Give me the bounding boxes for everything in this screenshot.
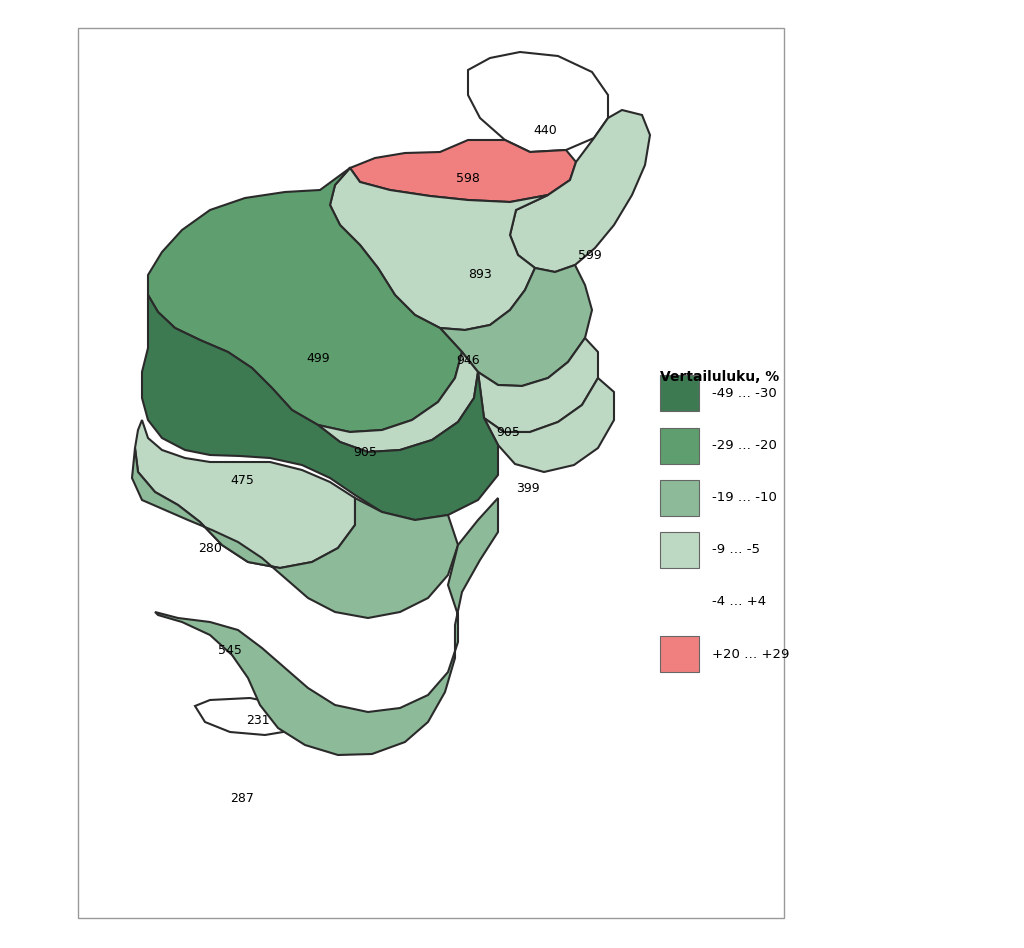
Text: +20 … +29: +20 … +29 <box>712 647 790 661</box>
Text: 905: 905 <box>353 446 377 459</box>
Bar <box>78 28 784 918</box>
Text: 475: 475 <box>230 473 254 486</box>
Text: -9 … -5: -9 … -5 <box>712 543 760 556</box>
Polygon shape <box>148 168 462 432</box>
Polygon shape <box>318 352 478 452</box>
Polygon shape <box>510 110 650 272</box>
Polygon shape <box>484 378 614 472</box>
Text: -49 … -30: -49 … -30 <box>712 387 776 400</box>
Text: 905: 905 <box>496 426 520 439</box>
Polygon shape <box>135 420 355 568</box>
Text: 287: 287 <box>230 792 254 805</box>
Text: -19 … -10: -19 … -10 <box>712 491 776 504</box>
Polygon shape <box>142 295 498 520</box>
Text: -29 … -20: -29 … -20 <box>712 439 776 452</box>
Polygon shape <box>440 265 592 386</box>
Polygon shape <box>155 498 498 755</box>
Polygon shape <box>350 140 575 202</box>
Polygon shape <box>330 168 548 330</box>
Text: 893: 893 <box>468 268 492 282</box>
Polygon shape <box>132 448 458 618</box>
Text: 399: 399 <box>516 482 540 495</box>
Text: 599: 599 <box>579 248 602 262</box>
Polygon shape <box>478 338 598 432</box>
Polygon shape <box>195 698 305 735</box>
Polygon shape <box>468 52 608 152</box>
Text: -4 … +4: -4 … +4 <box>712 595 766 609</box>
Text: 545: 545 <box>218 644 242 657</box>
Text: Vertailuluku, %: Vertailuluku, % <box>660 370 779 384</box>
Text: 231: 231 <box>246 714 269 726</box>
Text: 440: 440 <box>534 123 557 137</box>
Text: 499: 499 <box>306 352 330 364</box>
Text: 946: 946 <box>456 354 480 367</box>
Text: 598: 598 <box>456 172 480 185</box>
Text: 280: 280 <box>198 541 222 555</box>
